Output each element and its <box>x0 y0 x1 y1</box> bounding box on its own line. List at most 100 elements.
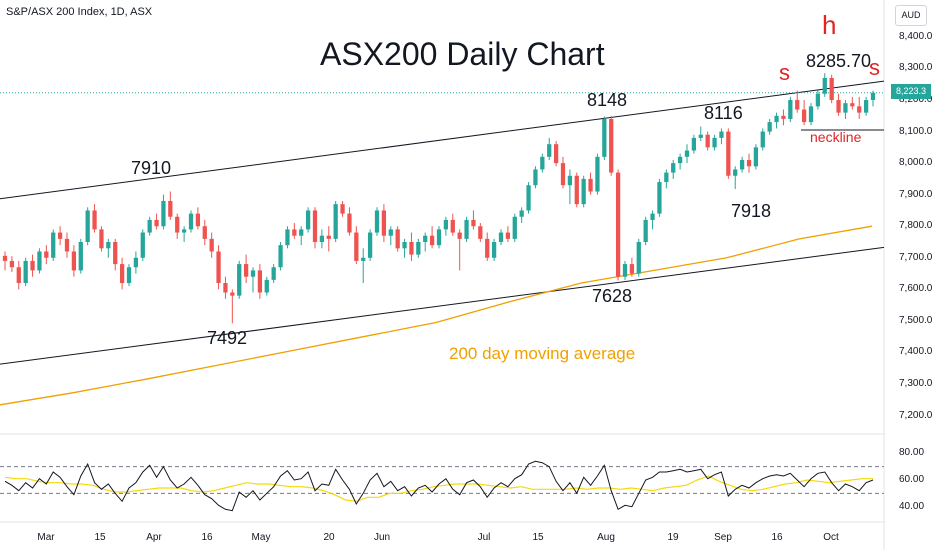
candle-body <box>801 109 807 123</box>
candle-body <box>423 235 428 243</box>
candle-body <box>223 283 228 293</box>
candle-body <box>863 100 869 113</box>
candle-body <box>181 229 187 233</box>
candle-body <box>271 267 276 280</box>
candle-body <box>629 264 635 274</box>
candle-body <box>395 229 400 249</box>
candle-body <box>829 77 834 101</box>
candle-body <box>609 118 614 173</box>
candle-body <box>140 232 145 258</box>
candle-body <box>126 267 132 284</box>
candle-body <box>781 115 786 119</box>
last-price-badge: 8,223.3 <box>891 84 931 99</box>
candle-body <box>843 103 848 113</box>
candle-body <box>312 210 318 243</box>
candle-body <box>602 118 607 157</box>
chart-title: ASX200 Daily Chart <box>320 36 605 72</box>
candle-body <box>836 100 841 113</box>
candle-body <box>560 163 566 186</box>
neckline-label: neckline <box>810 129 862 145</box>
y-tick-label: 8,000.00 <box>899 157 932 169</box>
right-shoulder-label: s <box>869 55 880 80</box>
annotation-7918: 7918 <box>731 201 772 221</box>
candle-body <box>292 229 297 236</box>
candle-body <box>333 204 338 239</box>
candle-body <box>712 137 717 148</box>
candle-body <box>788 100 793 119</box>
candle-body <box>519 210 524 217</box>
candle-body <box>526 185 531 211</box>
x-tick-label: May <box>251 532 271 543</box>
candle-body <box>195 213 201 227</box>
candle-body <box>505 232 511 239</box>
candle-body <box>464 219 469 239</box>
candle-body <box>92 210 97 230</box>
candle-body <box>581 178 586 205</box>
channel-upper-line <box>0 80 885 200</box>
y-tick-label: 8,200.00 <box>899 94 932 106</box>
candle-body <box>44 251 49 258</box>
annotation-head-high: 8285.70 <box>806 51 872 71</box>
annotation-7628: 7628 <box>592 286 633 306</box>
candle-body <box>574 175 579 205</box>
candle-body <box>636 242 641 274</box>
candle-body <box>113 242 118 265</box>
candle-body <box>429 235 435 246</box>
y-tick-label: 8,100.00 <box>899 125 932 137</box>
y-tick-label: 7,900.00 <box>899 188 932 200</box>
y-tick-label: 7,400.00 <box>899 346 932 358</box>
candle-body <box>684 150 690 157</box>
candle-body <box>230 292 235 296</box>
x-tick-label: Mar <box>37 532 55 543</box>
candle-body <box>822 77 827 94</box>
candle-body <box>485 238 490 258</box>
candle-body <box>326 235 331 239</box>
currency-badge[interactable]: AUD <box>895 5 927 26</box>
x-tick-label: Aug <box>597 532 615 543</box>
candle-body <box>361 257 366 261</box>
candle-body <box>30 260 35 271</box>
candle-body <box>57 232 63 239</box>
candle-body <box>691 137 697 151</box>
x-tick-label: 15 <box>94 532 106 543</box>
candle-body <box>698 134 703 138</box>
rsi-tick-label: 40.00 <box>899 500 925 512</box>
candle-body <box>547 144 552 157</box>
candle-body <box>726 131 731 176</box>
candle-body <box>71 251 77 271</box>
candle-body <box>677 156 683 164</box>
candle-body <box>795 100 800 110</box>
candle-body <box>299 229 304 236</box>
rsi-line <box>4 460 874 512</box>
head-label: h <box>822 10 837 40</box>
candle-body <box>168 200 173 217</box>
candle-body <box>733 169 738 176</box>
candle-body <box>567 175 573 186</box>
candle-body <box>705 134 710 148</box>
x-tick-label: 16 <box>771 532 783 543</box>
x-tick-label: 15 <box>532 532 544 543</box>
candle-body <box>808 106 814 123</box>
candle-body <box>643 219 648 243</box>
candle-body <box>746 159 752 167</box>
candle-body <box>9 260 15 268</box>
symbol-label[interactable]: S&P/ASX 200 Index, 1D, ASX <box>6 6 153 18</box>
y-tick-label: 8,400.00 <box>899 30 932 42</box>
candle-body <box>767 122 772 132</box>
candle-body <box>870 92 876 101</box>
y-tick-label: 7,600.00 <box>899 283 932 295</box>
candle-body <box>657 182 662 214</box>
x-tick-label: Sep <box>714 532 732 543</box>
candle-body <box>388 229 393 236</box>
candle-body <box>354 232 359 261</box>
x-tick-label: 16 <box>201 532 213 543</box>
candle-body <box>436 229 442 246</box>
candle-body <box>51 232 56 258</box>
candle-body <box>533 169 538 186</box>
candle-body <box>188 213 194 230</box>
candle-body <box>202 226 207 239</box>
candle-body <box>257 270 263 293</box>
x-tick-label: Oct <box>823 532 839 543</box>
left-shoulder-label: s <box>779 60 790 85</box>
